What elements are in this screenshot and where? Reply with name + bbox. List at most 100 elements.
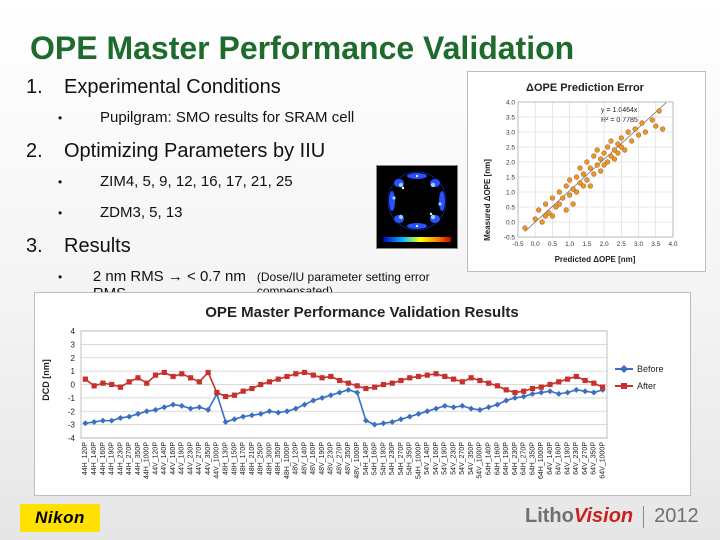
after-point — [477, 377, 483, 384]
scatter-point — [656, 108, 662, 114]
after-point — [240, 388, 246, 394]
after-point — [135, 375, 141, 381]
line-x-tick: 64V_1000P — [599, 442, 606, 479]
outline-item-2: 2. Optimizing Parameters by IIU — [26, 140, 466, 173]
trendline-r2: R² = 0.7785 — [601, 117, 638, 124]
outline-item-1: 1. Experimental Conditions — [26, 76, 466, 109]
line-x-tick: 64V_140P — [547, 442, 554, 475]
after-point — [398, 377, 404, 384]
scatter-x-tick: 1.0 — [565, 241, 574, 248]
before-point — [152, 406, 159, 413]
nikon-logo: Nikon — [20, 504, 100, 532]
before-point — [143, 408, 150, 415]
scatter-point — [556, 201, 562, 207]
before-point — [257, 410, 264, 417]
scatter-y-tick: 2.5 — [506, 145, 515, 152]
scatter-point — [642, 129, 649, 135]
scatter-y-label: Measured ΔOPE [nm] — [483, 159, 492, 241]
scatter-point — [601, 162, 607, 168]
scatter-point — [549, 213, 556, 219]
after-point — [187, 375, 194, 381]
scatter-point — [598, 156, 604, 162]
line-x-tick: 44H_1000P — [144, 442, 151, 479]
before-point — [301, 401, 308, 408]
pupilgram-image — [376, 165, 458, 249]
item-text: Experimental Conditions — [64, 76, 281, 98]
after-point — [301, 369, 308, 376]
scatter-point — [594, 147, 600, 153]
scatter-y-tick: 0.5 — [506, 205, 515, 212]
after-point — [170, 373, 176, 380]
line-x-tick: 54V_1000P — [477, 442, 484, 479]
line-x-tick: 48H_130P — [222, 442, 229, 475]
scatter-point — [635, 132, 642, 138]
before-point — [459, 402, 466, 409]
before-point — [582, 388, 589, 395]
line-x-tick: 44V_120P — [152, 442, 159, 475]
legend-after-label: After — [637, 381, 656, 391]
item-number: 3. — [26, 235, 43, 257]
after-point — [328, 373, 334, 380]
before-point — [134, 410, 141, 417]
brand-litho: Litho — [525, 505, 574, 527]
after-point — [415, 373, 422, 380]
line-x-tick: 48V_350P — [345, 442, 352, 475]
line-x-tick: 48V_190P — [319, 442, 326, 475]
scatter-point — [604, 159, 611, 165]
before-point — [433, 405, 440, 412]
after-point — [319, 375, 325, 381]
before-point — [284, 408, 291, 415]
line-x-tick: 54H_350P — [407, 442, 414, 475]
before-point — [573, 386, 580, 393]
after-point — [126, 379, 132, 385]
line-x-tick: 44V_230P — [187, 442, 194, 475]
bullet-icon: • — [58, 270, 63, 284]
before-point — [240, 413, 247, 420]
line-x-tick: 48V_140P — [301, 442, 308, 475]
line-x-tick: 54V_270P — [459, 442, 466, 475]
sub-item: • ZDM3, 5, 13 — [58, 204, 466, 235]
after-point — [345, 380, 351, 386]
after-point — [591, 380, 597, 386]
after-point — [117, 384, 124, 390]
scatter-point — [560, 195, 566, 201]
scatter-point — [570, 201, 576, 207]
line-chart-svg: OPE Master Performance Validation Result… — [41, 304, 664, 479]
after-point — [494, 383, 501, 389]
scatter-y-tick: 1.5 — [506, 175, 515, 182]
scatter-x-tick: 3.5 — [651, 241, 660, 248]
line-x-tick: 64V_230P — [573, 442, 580, 475]
before-point — [590, 389, 597, 396]
item-number: 2. — [26, 140, 43, 162]
line-x-tick: 54H_230P — [389, 442, 396, 475]
line-x-tick: 48V_120P — [293, 442, 300, 475]
after-point — [503, 387, 509, 393]
line-y-tick: 4 — [71, 327, 76, 336]
after-point — [161, 369, 167, 376]
line-x-tick: 64H_270P — [521, 442, 528, 475]
line-x-tick: 64V_160P — [556, 442, 563, 475]
line-x-tick: 64H_160P — [494, 442, 501, 475]
before-point — [389, 418, 396, 425]
sub-item-text: Pupilgram: SMO results for SRAM cell — [100, 109, 355, 126]
scatter-point — [622, 147, 628, 153]
line-x-tick: 44H_160P — [100, 442, 107, 475]
line-x-tick: 48H_250P — [258, 442, 265, 475]
scatter-point — [618, 144, 624, 150]
scatter-point — [522, 225, 528, 231]
after-point — [363, 385, 369, 392]
scatter-x-tick: 3.0 — [634, 241, 643, 248]
scatter-point — [639, 120, 645, 126]
line-x-tick: 44V_270P — [196, 442, 203, 475]
scatter-chart: ΔOPE Prediction Error Predicted ΔOPE [nm… — [467, 71, 706, 272]
legend: Before After — [615, 364, 664, 391]
item-text: Results — [64, 235, 131, 257]
line-x-tick: 48H_150P — [231, 442, 238, 475]
scatter-point — [542, 213, 549, 219]
bullet-icon: • — [58, 206, 63, 220]
before-point — [450, 404, 457, 411]
scatter-point — [532, 216, 538, 222]
scatter-point — [629, 138, 635, 144]
before-point — [371, 421, 378, 428]
line-x-tick: 44H_140P — [91, 442, 98, 475]
